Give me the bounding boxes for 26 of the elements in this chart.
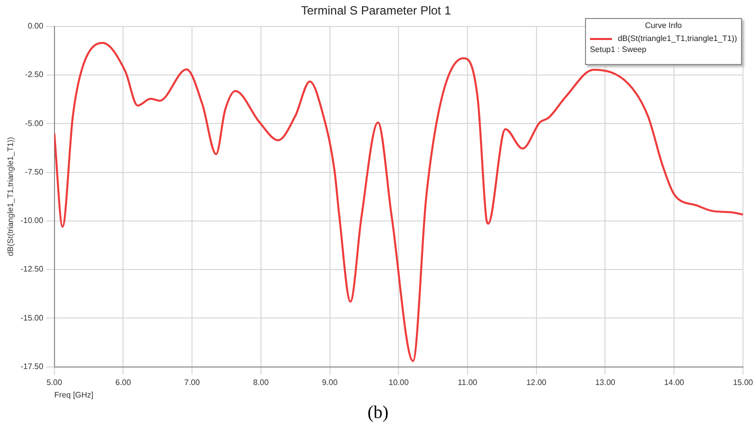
x-tick-label: 12.00 (526, 378, 547, 387)
y-tick-label: -5.00 (25, 118, 44, 128)
x-axis-title: Freq [GHz] (54, 390, 94, 400)
y-tick-label: -10.00 (20, 216, 44, 226)
y-axis-title: dB(St(triangle1_T1,triangle1_T1)) (6, 136, 16, 256)
x-tick-label: 10.00 (388, 378, 410, 387)
annotation: Setup1 : Sweep (590, 45, 648, 54)
y-tick-label: -2.50 (25, 70, 44, 80)
legend-title: Curve Info (644, 21, 683, 30)
y-tick-label: -12.50 (20, 264, 44, 274)
legend-label: dB(St(triangle1_T1,triangle1_T1)) (618, 34, 737, 43)
x-tick-label: 14.00 (664, 378, 685, 387)
x-tick-label: 5.00 (46, 378, 63, 387)
y-tick-label: -15.00 (20, 313, 44, 322)
x-tick-label: 6.00 (115, 378, 132, 387)
text: (b) (366, 402, 390, 423)
x-tick-label: 15.00 (732, 378, 754, 387)
x-tick-label: 11.00 (458, 378, 478, 387)
y-tick-label: 0.00 (28, 22, 44, 31)
x-tick-label: 8.00 (253, 378, 270, 387)
y-tick-label: -17.50 (20, 362, 44, 372)
x-tick-label: 7.00 (184, 378, 200, 387)
y-tick-label: -7.50 (25, 167, 44, 176)
x-tick-label: 13.00 (595, 378, 616, 387)
chart-title: Terminal S Parameter Plot 1 (300, 4, 452, 18)
x-tick-label: 9.00 (322, 378, 338, 387)
